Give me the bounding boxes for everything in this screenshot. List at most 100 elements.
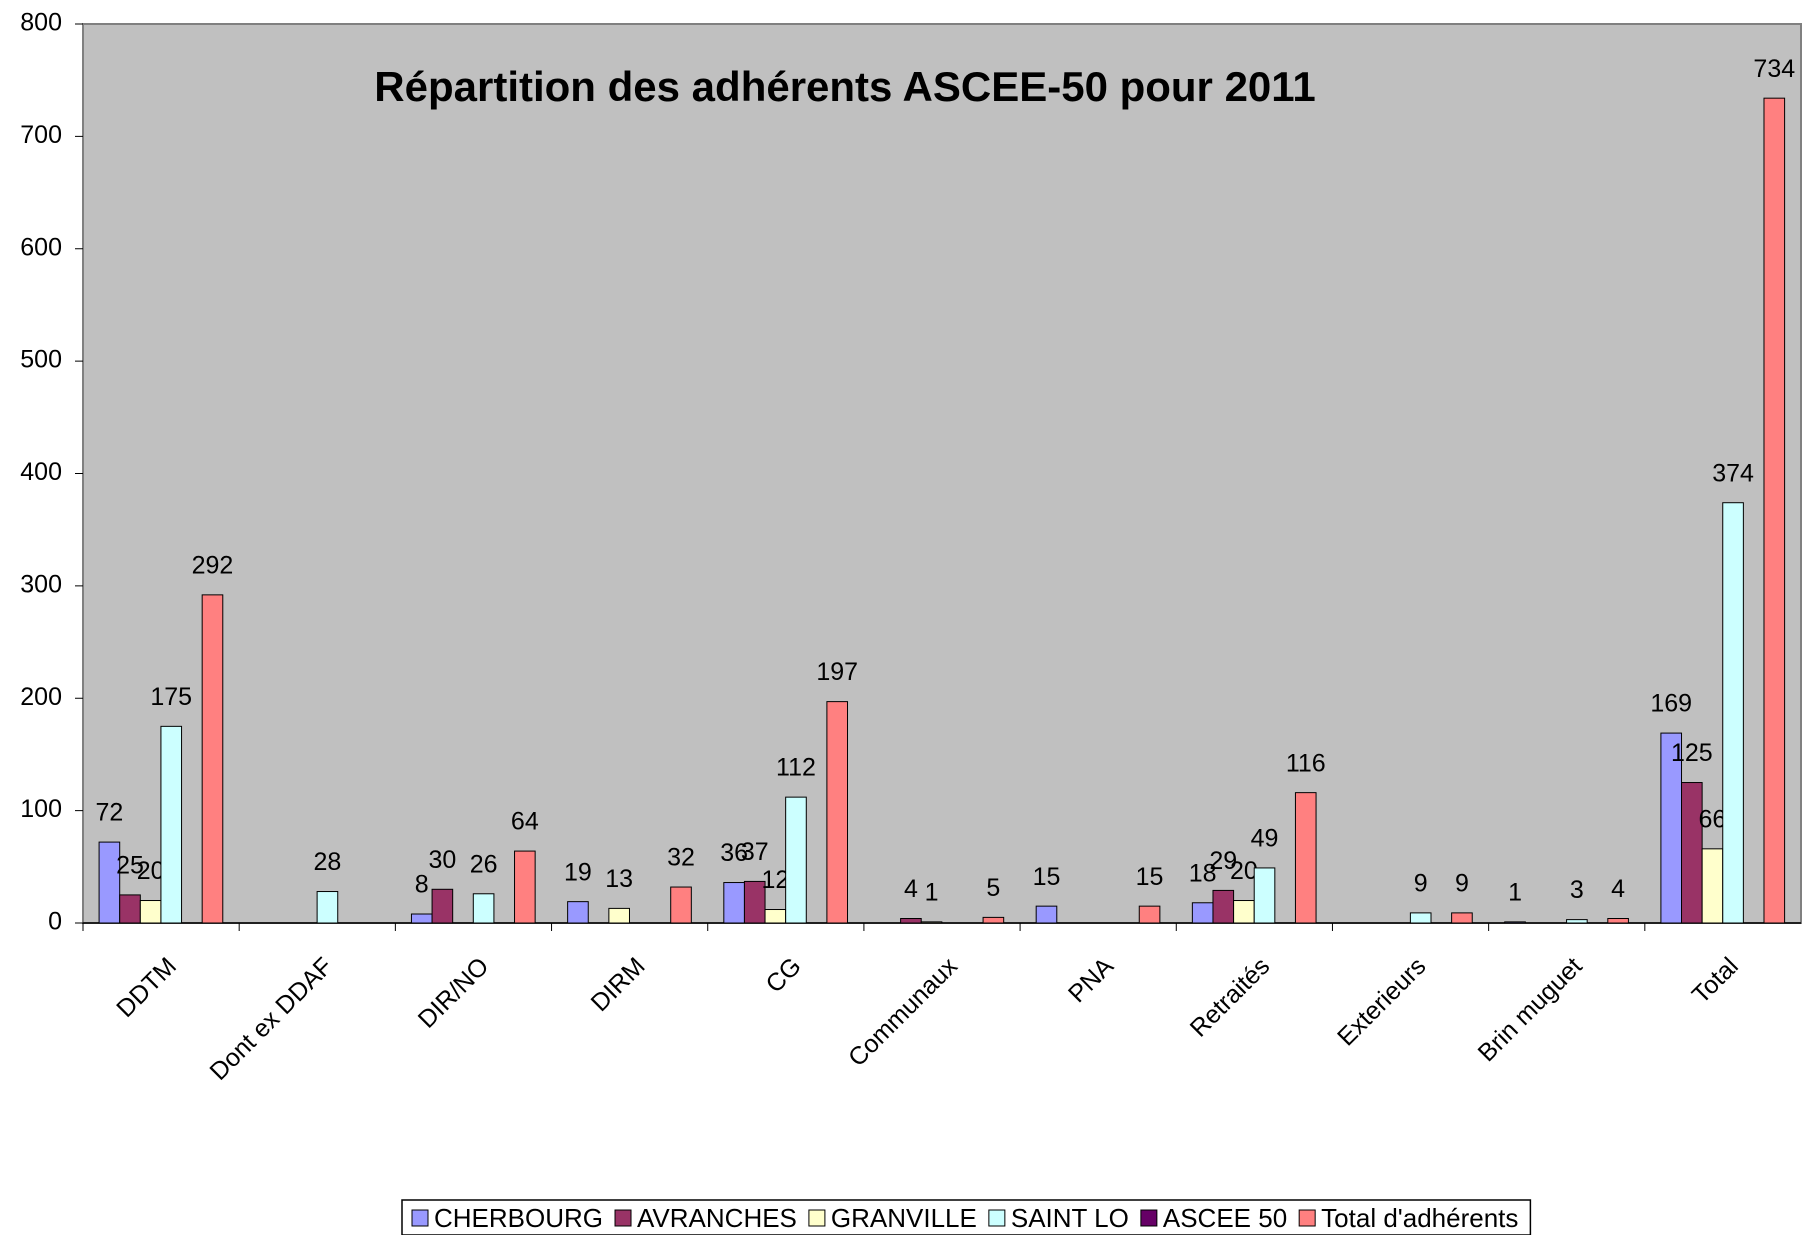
data-label: 112 [776, 754, 816, 782]
data-label: 8 [415, 871, 429, 899]
data-label: 28 [314, 848, 342, 876]
bar [1722, 502, 1744, 924]
legend-label: AVRANCHES [637, 1203, 797, 1233]
data-label: 13 [605, 865, 633, 893]
legend-swatch [1298, 1209, 1316, 1227]
bar [410, 913, 433, 924]
bar [1701, 848, 1724, 924]
x-tick-label: Brin muguet [1473, 952, 1588, 1067]
bar [119, 894, 141, 924]
data-label: 169 [1650, 690, 1692, 718]
bar [139, 900, 162, 924]
bar [567, 901, 589, 924]
data-label: 29 [1209, 847, 1237, 875]
data-label: 9 [1414, 869, 1428, 897]
bar [723, 882, 745, 924]
y-tick-label: 100 [20, 795, 62, 823]
data-label: 175 [150, 683, 192, 711]
x-tick-label: Retraités [1185, 952, 1276, 1043]
data-label: 4 [1611, 875, 1625, 903]
bar [743, 880, 766, 924]
data-label: 116 [1286, 749, 1326, 777]
data-label: 125 [1671, 739, 1713, 767]
data-label: 36 [720, 839, 748, 867]
bar [316, 891, 339, 924]
bar [472, 893, 495, 924]
data-label: 19 [564, 858, 592, 886]
data-label: 1 [925, 878, 939, 906]
bar [1191, 902, 1214, 924]
y-tick-label: 600 [20, 233, 62, 261]
data-label: 292 [192, 551, 234, 579]
bar [1763, 97, 1786, 924]
bar [920, 921, 943, 924]
data-label: 30 [428, 846, 456, 874]
bar [1035, 905, 1058, 924]
x-tick-label: DIR/NO [413, 952, 495, 1034]
data-label: 20 [1230, 857, 1258, 885]
y-tick-label: 300 [20, 570, 62, 598]
data-label: 18 [1189, 859, 1217, 887]
bar [1409, 912, 1432, 924]
data-label: 72 [95, 799, 123, 827]
legend-swatch [1140, 1209, 1158, 1227]
x-tick-label: Communaux [843, 952, 963, 1072]
bar [900, 918, 922, 924]
data-label: 5 [986, 874, 1000, 902]
x-tick-label: CG [760, 952, 806, 998]
bar [1451, 912, 1473, 924]
bar [608, 907, 630, 924]
legend-swatch [808, 1209, 826, 1227]
legend-swatch [614, 1209, 632, 1227]
legend-box [401, 1199, 1532, 1235]
data-label: 37 [741, 838, 769, 866]
legend-swatch [988, 1209, 1006, 1227]
legend: CHERBOURG AVRANCHES GRANVILLE SAINT LO ASCEE… [401, 1199, 1532, 1235]
x-tick-label: Total [1687, 952, 1744, 1009]
bar [1294, 792, 1317, 924]
plot-area [82, 23, 1802, 924]
x-tick-label: DDTM [111, 952, 182, 1023]
data-label: 3 [1570, 876, 1584, 904]
data-label: 4 [904, 875, 918, 903]
bar [1504, 921, 1526, 924]
bar [764, 909, 787, 924]
bar [1253, 867, 1276, 924]
bar [785, 796, 807, 924]
legend-swatch [411, 1209, 429, 1227]
bar [1233, 900, 1255, 924]
data-label: 197 [816, 658, 858, 686]
legend-label: GRANVILLE [831, 1203, 977, 1233]
y-tick-label: 700 [20, 121, 62, 149]
x-tick-label: Exterieurs [1332, 952, 1431, 1051]
bar [1681, 782, 1703, 924]
data-label: 12 [761, 866, 789, 894]
legend-label: SAINT LO [1011, 1203, 1129, 1233]
y-tick-label: 500 [20, 346, 62, 374]
data-label: 66 [1699, 805, 1727, 833]
legend-label: Total d'adhérents [1321, 1203, 1518, 1233]
data-label: 20 [137, 857, 165, 885]
data-label: 15 [1033, 863, 1061, 891]
bar [160, 725, 183, 924]
data-label: 734 [1753, 55, 1795, 83]
bar [431, 888, 454, 924]
y-tick-label: 0 [48, 908, 62, 936]
y-tick-label: 200 [20, 683, 62, 711]
data-label: 32 [667, 844, 695, 872]
data-label: 26 [470, 850, 498, 878]
bar [982, 916, 1005, 924]
bar [826, 701, 849, 924]
y-tick-label: 400 [20, 458, 62, 486]
x-tick-label: PNA [1063, 952, 1119, 1008]
bar [1138, 905, 1161, 924]
bar [1607, 918, 1629, 924]
bar [201, 594, 224, 924]
bar [670, 886, 692, 924]
data-label: 25 [116, 852, 144, 880]
data-label: 64 [511, 808, 539, 836]
data-label: 9 [1455, 869, 1469, 897]
legend-label: ASCEE 50 [1163, 1203, 1287, 1233]
data-label: 374 [1712, 459, 1754, 487]
